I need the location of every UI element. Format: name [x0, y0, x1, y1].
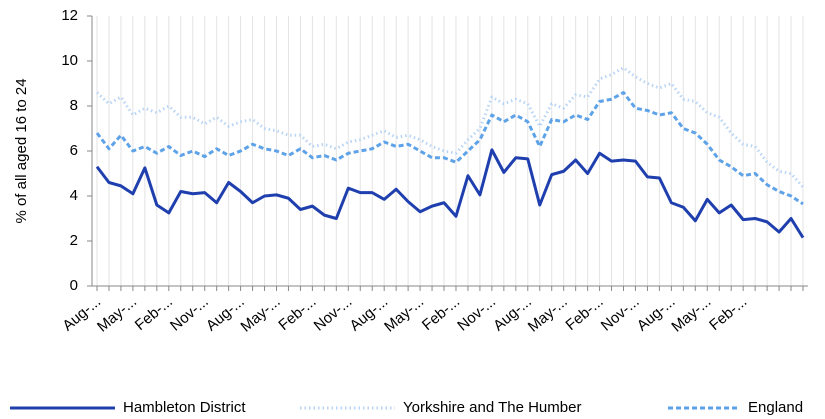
- legend-label: Yorkshire and The Humber: [403, 399, 581, 416]
- x-tick-label: Feb-...: [275, 293, 319, 334]
- x-tick-label: Aug-...: [634, 293, 679, 334]
- x-tick-label: May-...: [94, 293, 140, 335]
- x-tick-label: Feb-...: [132, 293, 176, 334]
- x-tick-label: May-...: [238, 293, 284, 335]
- y-tick-label: 12: [61, 7, 78, 24]
- x-tick-label: May-...: [381, 293, 427, 335]
- y-tick-label: 10: [61, 52, 78, 69]
- x-tick-label: Aug-...: [347, 293, 392, 334]
- x-tick-label: Nov-...: [311, 293, 356, 334]
- series-line: [95, 66, 805, 188]
- y-tick-label: 2: [70, 232, 78, 249]
- series-line: [95, 91, 804, 206]
- x-tick-label: Aug-...: [203, 293, 248, 334]
- x-tick-label: May-...: [668, 293, 714, 335]
- x-tick-label: Aug-...: [59, 293, 104, 334]
- x-tick-label: Feb-...: [419, 293, 463, 334]
- series-line: [95, 148, 805, 239]
- x-tick-label: Feb-...: [706, 293, 750, 334]
- legend-label: Hambleton District: [123, 399, 246, 416]
- x-tick-label: Nov-...: [167, 293, 212, 334]
- y-axis-label: % of all aged 16 to 24: [13, 78, 30, 223]
- x-tick-label: May-...: [525, 293, 571, 335]
- y-tick-label: 4: [70, 187, 78, 204]
- legend-label: England: [748, 399, 803, 416]
- x-tick-label: Aug-...: [490, 293, 535, 334]
- x-tick-label: Feb-...: [563, 293, 607, 334]
- x-tick-label: Nov-...: [454, 293, 499, 334]
- x-tick-label: Nov-...: [598, 293, 643, 334]
- y-tick-label: 0: [70, 277, 78, 294]
- y-tick-label: 8: [70, 97, 78, 114]
- y-tick-label: 6: [70, 142, 78, 159]
